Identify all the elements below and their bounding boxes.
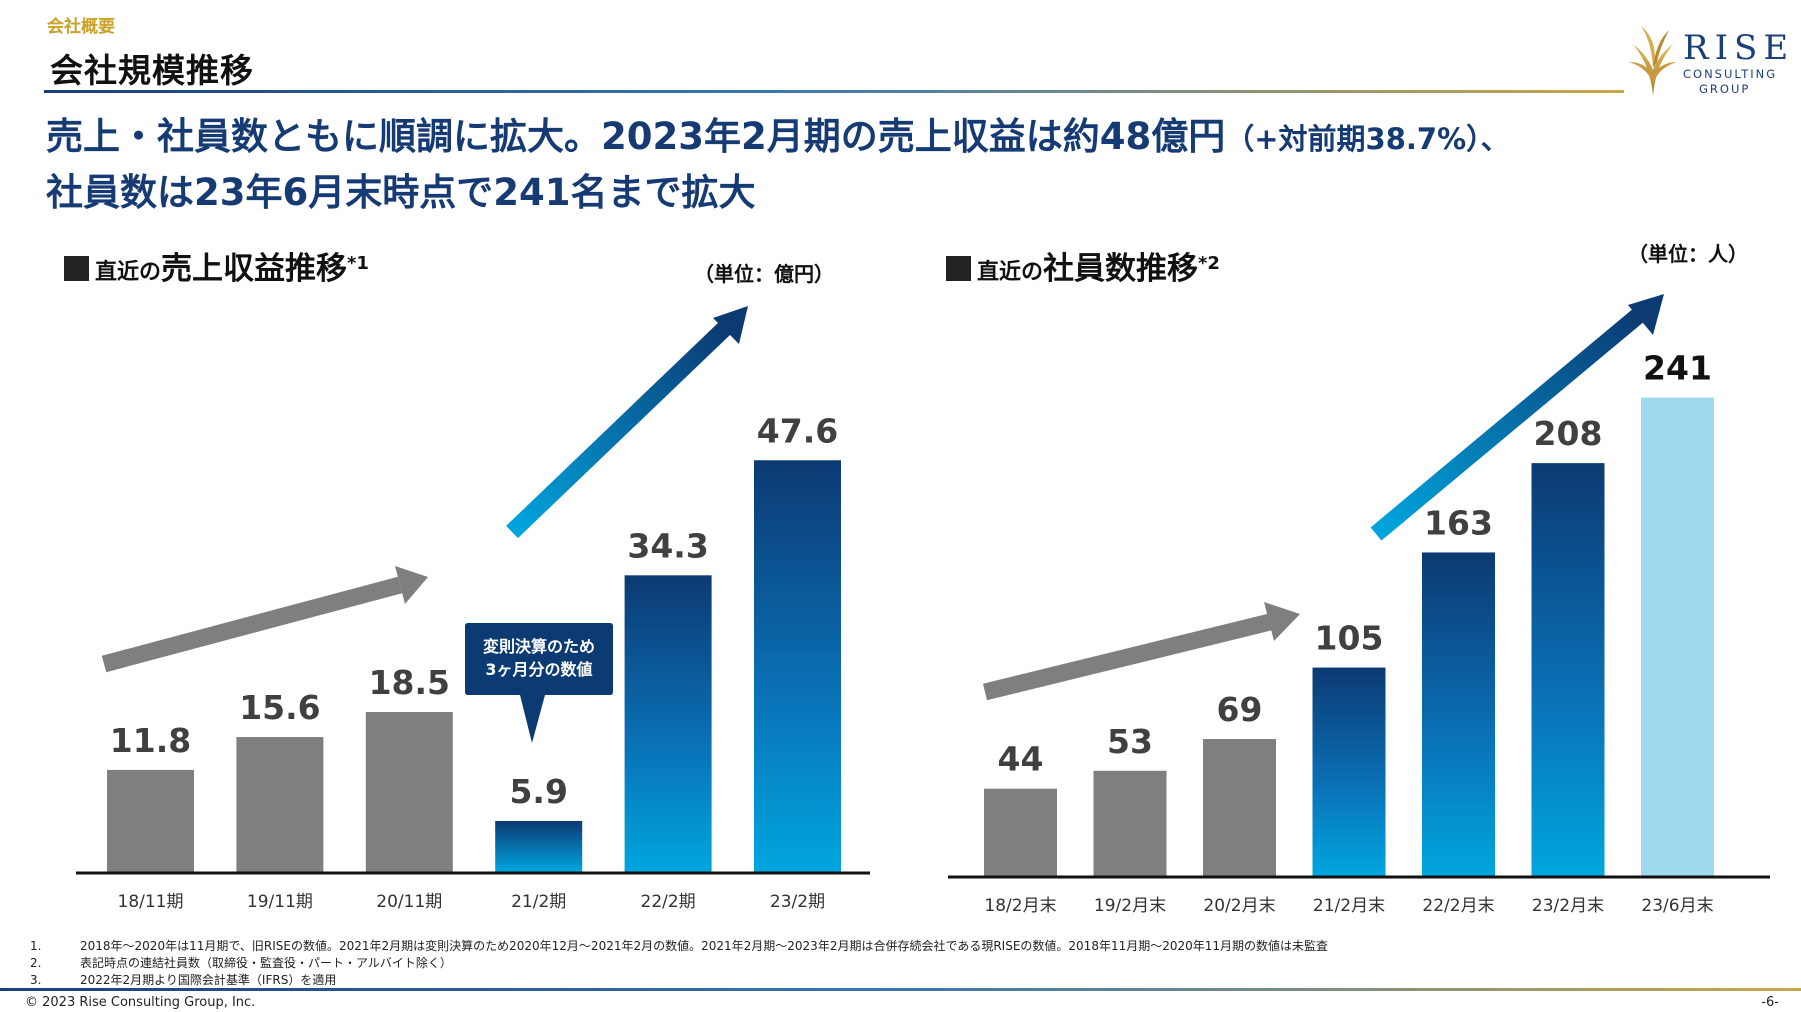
employee-bar — [1641, 397, 1714, 876]
footnote-text: 2022年2月期より国際会計基準（IFRS）を適用 — [80, 973, 337, 987]
footnote-number: 3. — [30, 973, 42, 987]
page-title: 会社規模推移 — [50, 51, 254, 90]
employee-value-label: 241 — [1643, 349, 1712, 388]
revenue-bar — [236, 737, 324, 872]
section-label: 会社概要 — [47, 17, 115, 37]
revenue-value-label: 5.9 — [509, 772, 567, 811]
employee-category-label: 19/2月末 — [1094, 896, 1166, 916]
footnote-text: 表記時点の連結社員数（取締役・監査役・パート・アルバイト除く） — [80, 956, 452, 970]
employee-heading-main: 社員数推移 — [1043, 251, 1199, 287]
employee-heading-footnote-mark: *2 — [1198, 253, 1220, 274]
employee-heading-prefix: 直近の — [977, 260, 1044, 285]
footnote-number: 1. — [30, 939, 42, 953]
revenue-value-label: 15.6 — [239, 688, 320, 727]
logo-subtitle-2: GROUP — [1699, 82, 1751, 96]
revenue-category-label: 19/11期 — [247, 892, 313, 912]
company-logo: RISE CONSULTING GROUP — [1625, 22, 1788, 98]
revenue-chart-heading: 直近の売上収益推移*1 — [64, 243, 369, 288]
employee-category-label: 23/2月末 — [1532, 896, 1604, 916]
footnote-text: 2018年～2020年は11月期で、旧RISEの数値。2021年2月期は変則決算… — [80, 939, 1329, 953]
employee-value-label: 208 — [1534, 414, 1603, 453]
callout-line-2: 3ヶ月分の数値 — [485, 660, 592, 679]
revenue-bar — [754, 460, 841, 872]
employee-growth-arrow-blue — [1370, 294, 1664, 541]
footnote-3: 3. 2022年2月期より国際会計基準（IFRS）を適用 — [30, 972, 1328, 989]
employee-unit-label: （単位：人） — [1628, 242, 1748, 266]
footer-divider — [0, 988, 1801, 991]
footnotes: 1. 2018年～2020年は11月期で、旧RISEの数値。2021年2月期は変則… — [30, 938, 1328, 989]
employee-category-label: 21/2月末 — [1313, 896, 1385, 916]
revenue-bar — [495, 820, 583, 872]
revenue-category-label: 20/11期 — [376, 892, 442, 912]
revenue-heading-main: 売上収益推移 — [161, 251, 348, 287]
revenue-growth-arrow-blue — [506, 306, 748, 539]
footnote-number: 2. — [30, 956, 42, 970]
revenue-category-label: 22/2期 — [641, 892, 696, 912]
logo-wordmark: RISE — [1683, 28, 1795, 68]
employee-category-label: 18/2月末 — [984, 896, 1056, 916]
revenue-heading-prefix: 直近の — [95, 260, 162, 285]
page-number: -6- — [1761, 995, 1779, 1010]
logo-subtitle-1: CONSULTING — [1683, 67, 1778, 81]
employee-bars: 44 18/2月末 53 19/2月末 69 20/2月末 105 21/2月末 163 22/2… — [984, 349, 1714, 916]
employee-value-label: 69 — [1217, 690, 1263, 729]
employee-category-label: 20/2月末 — [1203, 896, 1275, 916]
revenue-heading-footnote-mark: *1 — [347, 253, 369, 274]
employee-bar — [1203, 739, 1276, 876]
revenue-bars: 11.8 18/11期 15.6 19/11期 18.5 20/11期 5.9 21/2期 34… — [107, 411, 841, 912]
employee-category-label: 23/6月末 — [1641, 896, 1713, 916]
heading-square-icon — [64, 256, 89, 281]
headline-line-1-main: 売上・社員数ともに順調に拡大。2023年2月期の売上収益は約48億円 — [46, 115, 1226, 158]
headline-line-2: 社員数は23年6月末時点で241名まで拡大 — [46, 171, 756, 214]
revenue-category-label: 23/2期 — [770, 892, 825, 912]
heading-square-icon — [946, 256, 971, 281]
revenue-value-label: 18.5 — [369, 663, 450, 702]
revenue-unit-label: （単位：億円） — [694, 262, 834, 286]
revenue-value-label: 11.8 — [110, 721, 191, 760]
revenue-bar — [107, 769, 194, 872]
employee-value-label: 163 — [1424, 503, 1493, 542]
employee-bar — [1531, 463, 1605, 876]
revenue-value-label: 47.6 — [757, 411, 838, 450]
logo-mark-icon — [1629, 26, 1677, 96]
revenue-category-label: 18/11期 — [118, 892, 184, 912]
headline: 売上・社員数ともに順調に拡大。2023年2月期の売上収益は約48億円（+対前期3… — [46, 110, 1510, 219]
employee-value-label: 53 — [1107, 722, 1153, 761]
revenue-bar — [365, 711, 453, 872]
employee-category-label: 22/2月末 — [1422, 896, 1494, 916]
headline-line-1: 売上・社員数ともに順調に拡大。2023年2月期の売上収益は約48億円（+対前期3… — [46, 110, 1510, 166]
employee-bar — [984, 788, 1057, 876]
revenue-value-label: 34.3 — [627, 526, 708, 565]
employee-bar — [1422, 552, 1495, 876]
employee-bar — [1093, 770, 1167, 876]
footnote-1: 1. 2018年～2020年は11月期で、旧RISEの数値。2021年2月期は変則… — [30, 938, 1328, 955]
title-divider — [44, 90, 1624, 93]
revenue-growth-arrow-gray — [101, 566, 428, 673]
employee-value-label: 44 — [998, 740, 1044, 779]
copyright: © 2023 Rise Consulting Group, Inc. — [25, 995, 256, 1010]
revenue-category-label: 21/2期 — [511, 892, 566, 912]
footnote-2: 2. 表記時点の連結社員数（取締役・監査役・パート・アルバイト除く） — [30, 955, 1328, 972]
irregular-period-callout: 変則決算のため 3ヶ月分の数値 — [465, 623, 613, 743]
employee-bar — [1312, 667, 1386, 876]
employee-chart-heading: 直近の社員数推移*2 — [946, 243, 1220, 288]
employee-value-label: 105 — [1315, 619, 1384, 658]
headline-line-1-note: （+対前期38.7%）、 — [1225, 122, 1510, 156]
employee-growth-arrow-gray — [982, 602, 1300, 701]
callout-line-1: 変則決算のため — [483, 637, 595, 656]
revenue-bar — [624, 575, 712, 872]
